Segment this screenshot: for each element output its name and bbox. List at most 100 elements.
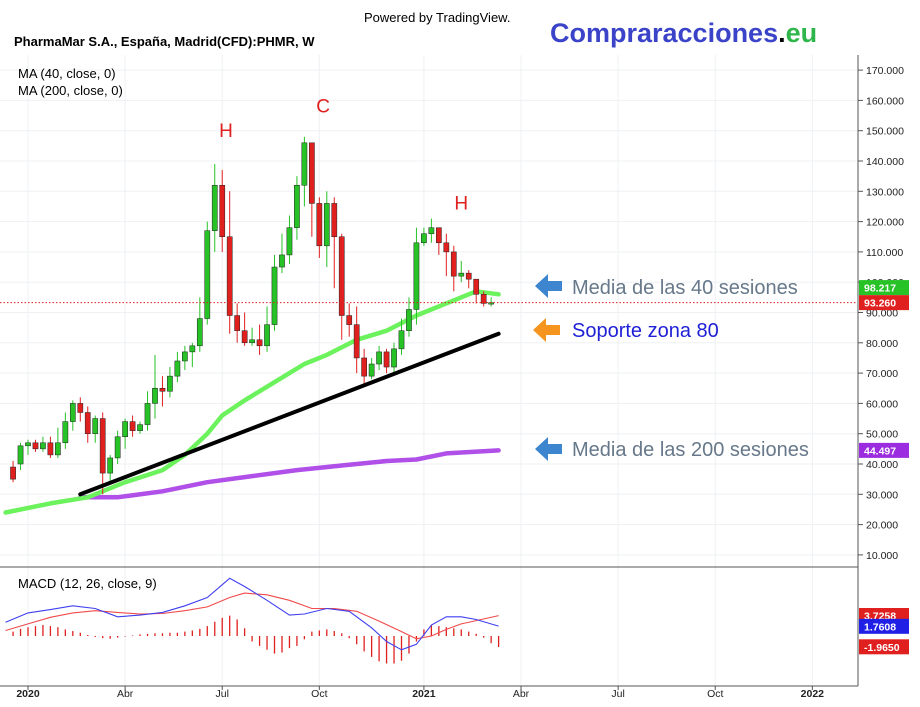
powered-by-label: Powered by TradingView. bbox=[364, 10, 510, 25]
candle bbox=[84, 406, 91, 443]
candle-body bbox=[99, 418, 106, 474]
candle bbox=[271, 254, 278, 331]
price-badge: 98.217 bbox=[859, 280, 909, 296]
y-tick-label: 30.000 bbox=[866, 489, 898, 501]
arrow-left-icon-shape bbox=[535, 274, 562, 298]
candle bbox=[99, 412, 106, 495]
arrow-left-icon-shape bbox=[533, 318, 560, 342]
ma40-line bbox=[3, 289, 501, 515]
candle bbox=[368, 357, 375, 380]
candle bbox=[383, 348, 390, 374]
candle-body bbox=[167, 375, 173, 392]
candle-body bbox=[234, 315, 241, 331]
x-tick-label: Jul bbox=[216, 688, 229, 700]
candle-body bbox=[458, 272, 465, 277]
candle-body bbox=[279, 254, 285, 268]
candle-body bbox=[406, 309, 412, 331]
candle bbox=[413, 227, 420, 325]
candle bbox=[107, 454, 114, 483]
candle-body bbox=[77, 403, 84, 413]
candle-series bbox=[10, 136, 494, 495]
macd-line bbox=[5, 577, 499, 651]
candle bbox=[294, 176, 300, 240]
candle bbox=[241, 312, 248, 346]
candle-body bbox=[17, 445, 24, 465]
candle-body bbox=[114, 436, 121, 459]
candle-body bbox=[316, 203, 323, 247]
candle bbox=[62, 412, 69, 449]
pattern-label: H bbox=[219, 121, 233, 142]
x-tick-label: 2020 bbox=[16, 688, 40, 700]
y-tick-label: 110.000 bbox=[866, 247, 903, 259]
candle bbox=[69, 400, 76, 431]
legend-ma40: MA (40, close, 0) bbox=[18, 66, 116, 81]
price-badge-bg bbox=[859, 618, 909, 634]
candle-body bbox=[264, 324, 270, 347]
candle-body bbox=[376, 351, 382, 365]
candle bbox=[406, 297, 412, 337]
candle bbox=[55, 427, 61, 458]
candle bbox=[488, 297, 494, 307]
candle bbox=[465, 270, 472, 289]
candle bbox=[436, 227, 442, 255]
candle bbox=[473, 278, 480, 304]
candle-body bbox=[196, 318, 203, 347]
candle-body bbox=[174, 360, 181, 377]
candle-body bbox=[69, 403, 76, 422]
support-trendline bbox=[78, 331, 501, 497]
candle-body bbox=[129, 421, 136, 431]
candle-body bbox=[436, 227, 442, 244]
candle bbox=[219, 170, 226, 252]
price-badge-bg bbox=[859, 280, 909, 296]
candle bbox=[114, 430, 121, 464]
candle bbox=[144, 391, 151, 431]
price-badge: 1.7608 bbox=[859, 618, 909, 634]
candle-body bbox=[144, 403, 151, 425]
candle-body bbox=[92, 418, 99, 434]
candle-body bbox=[10, 466, 16, 480]
brand-main: Compraracciones bbox=[550, 18, 778, 48]
candle-body bbox=[391, 348, 397, 368]
candle-body bbox=[189, 345, 196, 353]
candle-body bbox=[107, 457, 114, 474]
arrow-left-icon bbox=[535, 274, 562, 298]
x-tick-label: 2022 bbox=[801, 688, 825, 700]
candle-body bbox=[383, 351, 390, 368]
candle bbox=[301, 136, 308, 207]
candle bbox=[92, 415, 99, 443]
price-badge-label: 44.497 bbox=[864, 445, 896, 457]
brand-logo: Compraracciones.eu bbox=[550, 18, 817, 48]
candle-body bbox=[480, 294, 487, 304]
support-line bbox=[78, 331, 501, 497]
y-tick-label: 160.000 bbox=[866, 95, 904, 107]
candle bbox=[323, 191, 330, 268]
axes: 10.000 20.000 30.000 40.000 50.000 60.000 70.0… bbox=[0, 55, 904, 700]
candle-body bbox=[465, 272, 472, 280]
candle-body bbox=[398, 330, 405, 350]
candle bbox=[174, 351, 181, 383]
x-tick-label: Oct bbox=[707, 688, 723, 700]
x-tick-label: Abr bbox=[117, 688, 134, 700]
price-badge-bg bbox=[859, 442, 909, 458]
y-tick-label: 90.000 bbox=[866, 308, 898, 320]
macd-pane bbox=[0, 566, 858, 664]
candle bbox=[279, 233, 285, 274]
candle-body bbox=[294, 184, 300, 228]
candle-body bbox=[152, 388, 158, 404]
legend-macd: MACD (12, 26, close, 9) bbox=[18, 576, 157, 591]
price-badge: -1.9650 bbox=[859, 639, 909, 655]
candle-body bbox=[346, 315, 353, 325]
candle bbox=[391, 342, 397, 374]
y-tick-label: 120.000 bbox=[866, 217, 904, 229]
y-tick-label: 10.000 bbox=[866, 550, 898, 562]
candle-body bbox=[40, 442, 46, 450]
candle bbox=[77, 397, 84, 422]
price-badge-label: -1.9650 bbox=[864, 642, 900, 654]
candle-body bbox=[249, 339, 255, 344]
candle-body bbox=[286, 227, 293, 256]
ma200-series bbox=[78, 448, 501, 500]
ma40-series bbox=[3, 289, 501, 515]
candle-body bbox=[137, 424, 143, 431]
candle-body bbox=[353, 324, 360, 359]
symbol-title: PharmaMar S.A., España, Madrid(CFD):PHMR… bbox=[14, 34, 315, 49]
